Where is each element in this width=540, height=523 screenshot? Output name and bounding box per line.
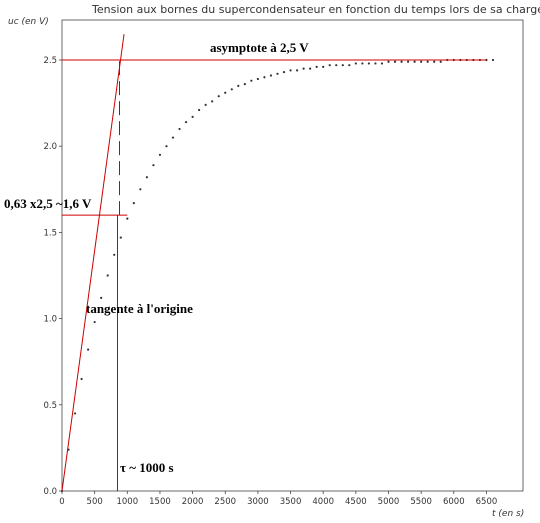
data-point <box>100 296 103 300</box>
data-point <box>87 348 90 351</box>
data-point <box>237 84 240 87</box>
data-point <box>439 60 442 63</box>
data-point <box>230 88 233 91</box>
data-point <box>289 69 292 72</box>
data-point <box>152 164 155 167</box>
data-point <box>374 62 377 65</box>
data-point <box>361 62 364 65</box>
y-tick-label: 0.0 <box>43 487 57 497</box>
data-point <box>269 74 273 77</box>
data-point <box>113 253 116 256</box>
data-point <box>250 79 253 82</box>
data-point <box>322 65 325 68</box>
tau-annotation: τ ~ 1000 s <box>120 460 174 475</box>
data-point <box>282 70 286 74</box>
x-tick-label: 3500 <box>280 497 302 507</box>
data-point <box>178 127 181 131</box>
x-tick-label: 1500 <box>149 497 171 507</box>
y-tick-label: 2.0 <box>43 142 57 152</box>
data-point <box>132 201 135 205</box>
x-tick-label: 1000 <box>116 497 138 507</box>
tangent-line <box>61 34 125 492</box>
data-point <box>387 60 390 63</box>
data-point <box>315 65 318 68</box>
x-tick-label: 0 <box>59 497 64 507</box>
data-point <box>433 60 436 63</box>
data-point <box>256 77 259 81</box>
x-tick-label: 6500 <box>476 497 498 507</box>
data-point <box>119 236 122 239</box>
data-point <box>165 145 168 148</box>
y-ticks: 0.0 0.5 1.0 1.5 2.0 2.5 <box>43 56 62 497</box>
data-point <box>80 377 83 381</box>
level-063-annotation: 0,63 x2,5 ~1,6 V <box>4 196 92 211</box>
data-point <box>139 188 142 191</box>
data-point <box>393 60 397 63</box>
data-point <box>354 62 357 65</box>
data-point <box>276 72 279 75</box>
data-point <box>145 176 148 179</box>
data-point <box>380 62 384 65</box>
y-tick-label: 1.0 <box>43 315 57 325</box>
x-tick-label: 500 <box>87 497 103 507</box>
data-point <box>243 83 246 86</box>
x-ticks: 0 500 1000 1500 2000 2500 3000 3500 4000 4500 5000… <box>59 491 497 507</box>
data-point <box>224 91 227 94</box>
y-tick-label: 0.5 <box>43 401 57 411</box>
data-point <box>106 274 109 277</box>
data-point <box>171 136 175 139</box>
data-point <box>184 120 188 124</box>
x-tick-label: 5500 <box>410 497 432 507</box>
data-point <box>309 67 312 70</box>
data-point <box>211 100 214 103</box>
data-point <box>367 62 371 65</box>
data-point <box>413 60 416 63</box>
x-tick-label: 2000 <box>182 497 204 507</box>
data-point <box>400 60 403 63</box>
data-point <box>217 95 220 98</box>
asymptote-annotation: asymptote à 2,5 V <box>210 40 309 55</box>
plot-frame <box>61 19 524 492</box>
data-points <box>60 58 495 493</box>
data-point <box>204 103 207 106</box>
data-point <box>263 76 266 79</box>
data-point <box>328 64 331 67</box>
data-point <box>426 60 429 63</box>
x-tick-label: 5000 <box>378 497 400 507</box>
data-point <box>93 320 96 324</box>
data-point <box>73 412 77 415</box>
data-point <box>295 69 299 72</box>
y-tick-label: 1.5 <box>43 228 57 238</box>
data-point <box>158 153 162 156</box>
data-point <box>191 115 194 118</box>
data-point <box>341 64 344 67</box>
data-point <box>420 60 423 63</box>
x-tick-label: 2500 <box>214 497 236 507</box>
data-point <box>348 64 351 67</box>
chart-title: Tension aux bornes du supercondensateur … <box>91 3 540 16</box>
data-point <box>126 217 129 220</box>
x-tick-label: 4000 <box>312 497 334 507</box>
x-tick-label: 3000 <box>247 497 269 507</box>
data-point <box>406 60 410 63</box>
x-tick-label: 4500 <box>345 497 367 507</box>
data-point <box>491 58 495 62</box>
y-tick-label: 2.5 <box>43 56 57 66</box>
data-point <box>335 64 338 67</box>
tangent-annotation: tangente à l'origine <box>86 301 193 316</box>
annotation-lines <box>61 34 487 492</box>
data-point <box>198 108 201 112</box>
x-tick-label: 6000 <box>443 497 465 507</box>
data-point <box>302 67 305 70</box>
y-axis-label: uᴄ (en V) <box>8 17 49 27</box>
x-axis-label: t (en s) <box>492 509 524 519</box>
